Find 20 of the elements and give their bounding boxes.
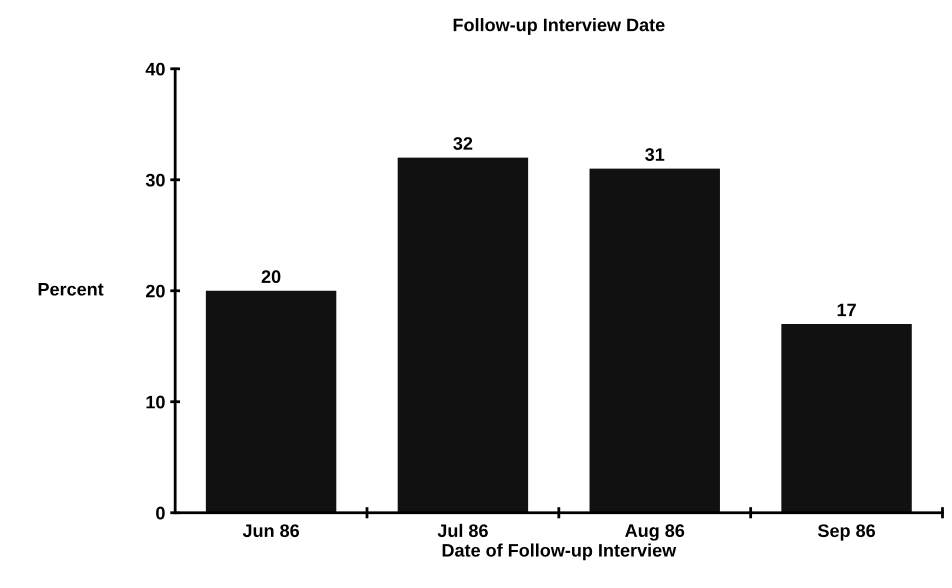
bar bbox=[590, 168, 720, 513]
x-tick-label: Aug 86 bbox=[625, 524, 684, 541]
y-tick-label: 30 bbox=[146, 174, 165, 187]
data-label: 32 bbox=[453, 137, 472, 150]
y-tick-label: 10 bbox=[146, 396, 165, 408]
data-label: 31 bbox=[645, 148, 664, 161]
bar bbox=[206, 290, 336, 513]
bar bbox=[781, 324, 912, 513]
y-axis-title: Percent bbox=[38, 283, 104, 296]
data-label: 17 bbox=[838, 304, 856, 316]
x-tick-label: Jun 86 bbox=[242, 524, 300, 538]
x-axis-title: Date of Follow-up Interview bbox=[442, 543, 676, 560]
x-tick-label: Sep 86 bbox=[818, 524, 876, 541]
y-tick-label: 0 bbox=[156, 506, 165, 520]
x-tick-label: Jul 86 bbox=[438, 524, 488, 538]
data-label: 20 bbox=[262, 270, 280, 284]
chart-title: Follow-up Interview Date bbox=[454, 18, 665, 35]
bar bbox=[398, 158, 528, 513]
y-tick-label: 20 bbox=[146, 284, 165, 298]
y-tick-label: 40 bbox=[146, 62, 165, 76]
